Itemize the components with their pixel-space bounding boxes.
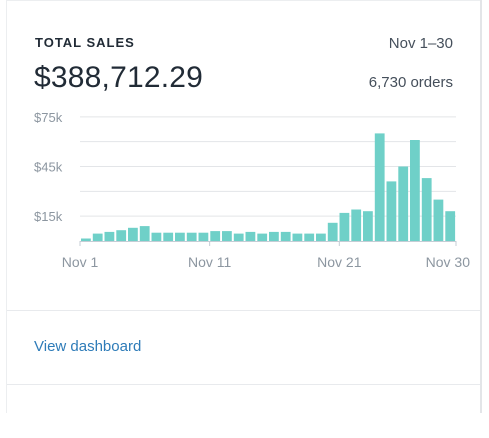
total-sales-value: $388,712.29 [34,61,204,94]
chart-bar[interactable] [257,233,268,241]
chart-bar[interactable] [374,133,385,241]
chart-bar[interactable] [445,211,456,241]
chart-bar[interactable] [163,232,174,241]
chart-bar[interactable] [81,238,91,242]
chart-bar[interactable] [280,231,291,241]
x-tick-label: Nov 30 [426,254,471,270]
sales-bar-chart: $15k $45k $75k Nov 1 Nov 11 Nov 21 Nov 30 [34,110,471,270]
chart-bar[interactable] [327,222,338,241]
card-right-border [480,0,482,413]
chart-bar[interactable] [304,233,315,241]
chart-bar[interactable] [92,233,103,241]
chart-bar[interactable] [128,227,138,241]
chart-bar[interactable] [139,226,150,241]
chart-bar[interactable] [339,212,350,241]
chart-bar[interactable] [151,232,162,241]
date-range: Nov 1–30 [388,35,453,52]
y-tick-label: $45k [34,160,63,175]
divider [7,310,480,311]
chart-bar[interactable] [233,233,244,241]
chart-bar[interactable] [316,233,326,241]
chart-bar[interactable] [198,232,209,241]
y-tick-label: $75k [34,110,63,125]
chart-bar[interactable] [351,209,362,242]
x-tick-label: Nov 11 [188,254,232,270]
chart-bar[interactable] [269,231,279,241]
chart-bar[interactable] [410,140,420,241]
x-tick-label: Nov 21 [317,254,362,270]
chart-bar[interactable] [421,178,432,241]
view-dashboard-link[interactable]: View dashboard [34,338,142,355]
chart-bar[interactable] [292,233,303,241]
chart-bar[interactable] [175,232,185,241]
chart-bar[interactable] [104,231,115,241]
chart-bar[interactable] [433,199,444,241]
orders-count: 6,730 orders [368,74,453,91]
x-tick-label: Nov 1 [62,254,99,270]
chart-bar[interactable] [386,181,397,241]
chart-bar[interactable] [363,211,373,241]
chart-bar[interactable] [222,231,232,241]
card-top-border [6,0,482,1]
card-title: TOTAL SALES [35,35,135,50]
chart-bar[interactable] [116,230,127,241]
card-left-border [6,0,7,413]
y-tick-label: $15k [34,209,63,224]
divider [7,384,480,385]
chart-bar[interactable] [210,231,221,241]
chart-bar[interactable] [398,166,409,242]
chart-bar[interactable] [245,231,256,241]
chart-bar[interactable] [186,232,197,241]
